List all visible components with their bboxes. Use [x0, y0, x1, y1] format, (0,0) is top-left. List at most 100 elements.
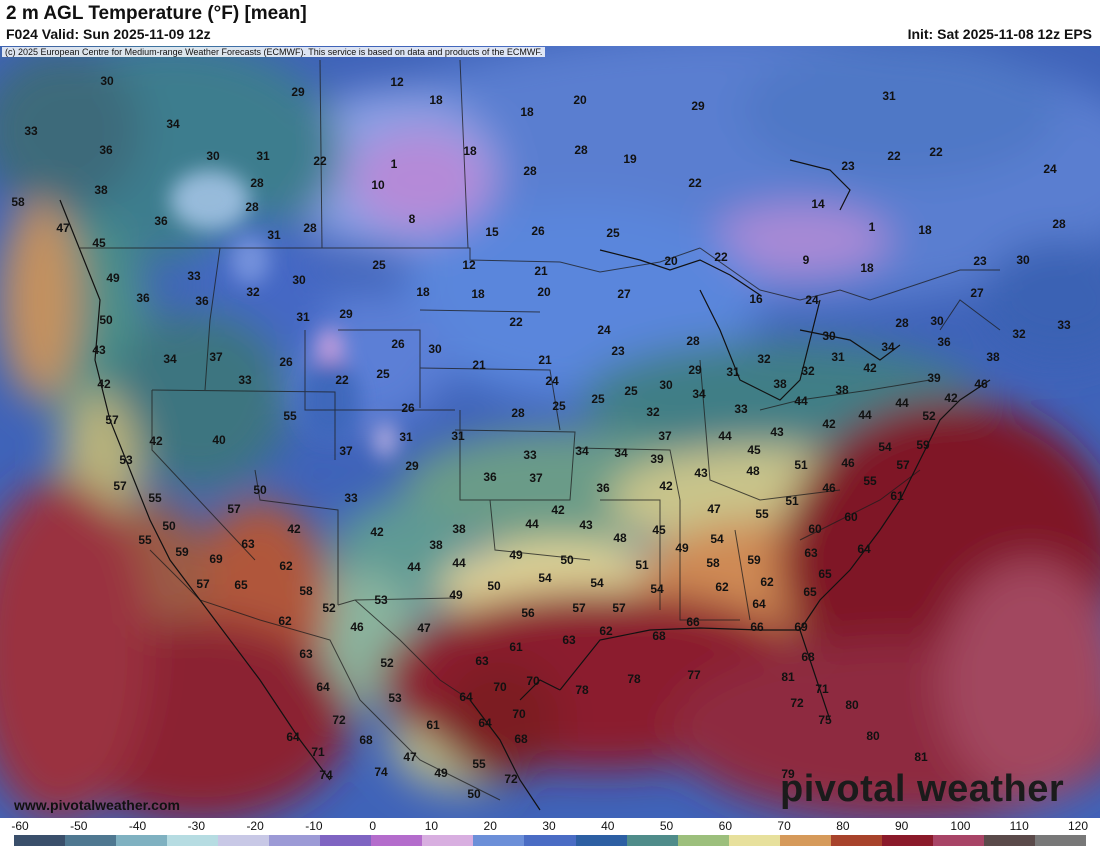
colorbar-swatch: [167, 835, 219, 846]
temperature-label: 32: [246, 285, 260, 299]
temperature-label: 54: [538, 571, 552, 585]
temperature-label: 74: [374, 765, 388, 779]
temperature-label: 30: [822, 329, 836, 343]
temperature-label: 57: [113, 479, 127, 493]
colorbar-tick-label: 70: [777, 819, 791, 833]
temperature-label: 42: [863, 361, 877, 375]
temperature-label: 72: [504, 772, 518, 786]
temperature-label: 47: [56, 221, 70, 235]
temperature-label: 63: [562, 633, 576, 647]
temperature-shading: [0, 46, 1100, 818]
coastlines: [59, 159, 991, 811]
colorbar-tick-label: 100: [950, 819, 971, 833]
temperature-label: 46: [974, 377, 988, 391]
site-url[interactable]: www.pivotalweather.com: [14, 797, 180, 813]
temperature-label: 12: [390, 75, 404, 89]
temperature-label: 28: [250, 176, 264, 190]
temperature-label: 29: [688, 363, 702, 377]
temperature-label: 38: [452, 522, 466, 536]
temperature-label: 42: [822, 417, 836, 431]
colorbar-tick-label: -30: [187, 819, 205, 833]
temperature-label: 31: [831, 350, 845, 364]
temperature-label: 55: [283, 409, 297, 423]
temperature-label: 81: [914, 750, 928, 764]
temperature-label: 42: [551, 503, 565, 517]
temperature-label: 38: [986, 350, 1000, 364]
temperature-label: 39: [927, 371, 941, 385]
temperature-label: 33: [734, 402, 748, 416]
temperature-label: 43: [694, 466, 708, 480]
temperature-label: 24: [1043, 162, 1057, 176]
temperature-label: 9: [803, 253, 810, 267]
temperature-label: 64: [286, 730, 300, 744]
temperature-label: 1: [391, 157, 398, 171]
header: 2 m AGL Temperature (°F) [mean] F024 Val…: [0, 0, 1100, 46]
temperature-label: 63: [241, 537, 255, 551]
temperature-label: 71: [311, 745, 325, 759]
temperature-label: 16: [749, 292, 763, 306]
temperature-label: 48: [746, 464, 760, 478]
temperature-label: 65: [803, 585, 817, 599]
temperature-label: 49: [434, 766, 448, 780]
colorbar-tick-label: 50: [659, 819, 674, 833]
colorbar-tick-label: 20: [483, 819, 497, 833]
temperature-label: 33: [187, 269, 201, 283]
temperature-label: 80: [845, 698, 859, 712]
temperature-label: 30: [206, 149, 220, 163]
temperature-label: 57: [572, 601, 586, 615]
temperature-label: 25: [552, 399, 566, 413]
temperature-label: 31: [296, 310, 310, 324]
temperature-label: 50: [467, 787, 481, 801]
temperature-label: 72: [332, 713, 346, 727]
copyright-notice: (c) 2025 European Centre for Medium-rang…: [2, 47, 546, 57]
temperature-label: 64: [752, 597, 766, 611]
temperature-label: 61: [890, 489, 904, 503]
temperature-label: 22: [714, 250, 728, 264]
temperature-label: 23: [973, 254, 987, 268]
temperature-label: 62: [760, 575, 774, 589]
temperature-label: 20: [573, 93, 587, 107]
colorbar-tick-label: 120: [1067, 819, 1089, 833]
colorbar-swatch: [626, 835, 678, 846]
temperature-label: 30: [930, 314, 944, 328]
temperature-label: 55: [148, 491, 162, 505]
temperature-label: 31: [399, 430, 413, 444]
temperature-label: 23: [841, 159, 855, 173]
colorbar-swatch: [218, 835, 270, 846]
temperature-label: 44: [452, 556, 466, 570]
colorbar-swatch: [575, 835, 627, 846]
temperature-label: 28: [895, 316, 909, 330]
temperature-label: 36: [136, 291, 150, 305]
temperature-label: 29: [405, 459, 419, 473]
temperature-label: 50: [487, 579, 501, 593]
temperature-label: 45: [747, 443, 761, 457]
temperature-label: 54: [590, 576, 604, 590]
temperature-label: 54: [650, 582, 664, 596]
colorbar-tick-label: -40: [128, 819, 147, 833]
temperature-label: 26: [391, 337, 405, 351]
temperature-label: 68: [359, 733, 373, 747]
colorbar-swatch: [422, 835, 474, 846]
temperature-label: 42: [287, 522, 301, 536]
temperature-label: 39: [650, 452, 664, 466]
temperature-label: 49: [449, 588, 463, 602]
colorbar: [14, 835, 1086, 846]
temperature-label: 21: [534, 264, 548, 278]
temperature-label: 50: [253, 483, 267, 497]
temperature-label: 44: [525, 517, 539, 531]
temperature-label: 26: [531, 224, 545, 238]
temperature-label: 36: [99, 143, 113, 157]
temperature-label: 36: [195, 294, 209, 308]
colorbar-labels: -60 -50 -40 -30 -20 -10 0 10 20 30 40 50 60 70 80 90 100…: [0, 818, 1100, 834]
temperature-label: 80: [866, 729, 880, 743]
temperature-label: 46: [841, 456, 855, 470]
colorbar-tick-label: -10: [305, 819, 323, 833]
colorbar-swatch: [1034, 835, 1086, 846]
temperature-label: 47: [417, 621, 431, 635]
temperature-label: 45: [92, 236, 106, 250]
colorbar-swatch: [983, 835, 1035, 846]
temperature-label: 31: [882, 89, 896, 103]
temperature-label: 32: [801, 364, 815, 378]
temperature-label: 52: [322, 601, 336, 615]
temperature-label: 65: [818, 567, 832, 581]
